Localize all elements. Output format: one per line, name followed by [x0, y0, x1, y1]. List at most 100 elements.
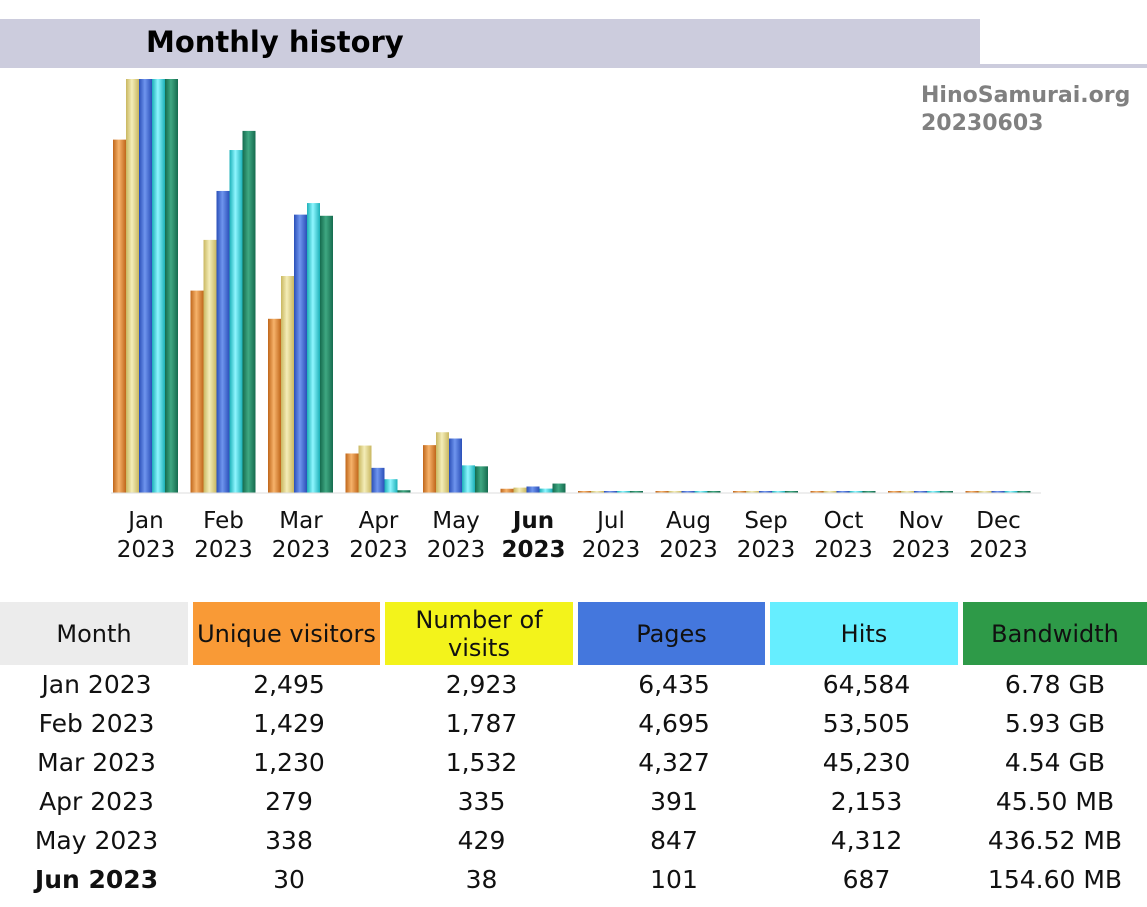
visits-column-header: Number of visits	[385, 602, 578, 665]
bandwidth-bar	[475, 466, 488, 493]
row-pages: 101	[650, 865, 698, 894]
header-divider	[0, 64, 1147, 68]
pages-bar	[449, 438, 462, 493]
visits-bar	[281, 276, 294, 493]
row-month: May 2023	[34, 826, 159, 855]
pages-bar	[294, 214, 307, 493]
hits-bar	[307, 203, 320, 494]
row-month: Jan 2023	[41, 670, 152, 699]
unique-visitors-bar	[733, 491, 746, 493]
table-row: May 2023 338 429 847 4,312 436.52 MB	[0, 821, 1147, 860]
visits-bar	[746, 491, 759, 493]
unique-visitors-bar	[578, 491, 591, 493]
month-tick-label: Jun 2023	[501, 508, 565, 563]
visits-bar	[823, 491, 837, 493]
row-bandwidth: 4.54 GB	[1004, 748, 1106, 777]
table-row: Feb 2023 1,429 1,787 4,695 53,505 5.93 G…	[0, 704, 1147, 743]
visits-bar	[513, 487, 527, 493]
pages-bar	[836, 491, 850, 493]
row-month: Apr 2023	[39, 787, 154, 816]
row-visits: 1,532	[445, 748, 518, 777]
bandwidth-bar	[707, 491, 721, 493]
pages-bar	[991, 491, 1005, 493]
month-tick-label: Sep 2023	[737, 508, 796, 563]
row-hits: 64,584	[822, 670, 911, 699]
bandwidth-bar	[785, 491, 798, 493]
monthly-stats-table: Month Unique visitors Number of visits P…	[0, 602, 1147, 899]
bandwidth-bar	[242, 130, 256, 493]
row-unique-visitors: 1,429	[253, 709, 325, 738]
row-bandwidth: 436.52 MB	[987, 826, 1123, 855]
unique-visitors-bar	[268, 318, 281, 493]
row-pages: 391	[650, 787, 698, 816]
month-tick-label: Oct 2023	[814, 508, 873, 563]
bandwidth-bar	[940, 491, 953, 493]
table-row: Jun 2023 30 38 101 687 154.60 MB	[0, 860, 1147, 899]
unique-visitors-bar	[655, 491, 669, 493]
month-tick-label: May 2023	[427, 508, 486, 563]
bandwidth-bar	[630, 491, 643, 493]
bandwidth-bar	[552, 483, 566, 493]
row-visits: 1,787	[445, 709, 518, 738]
pages-bar	[216, 190, 230, 493]
hits-bar	[849, 491, 863, 493]
row-hits: 4,312	[830, 826, 903, 855]
pages-bar	[759, 491, 772, 493]
row-unique-visitors: 2,495	[253, 670, 325, 699]
row-bandwidth: 5.93 GB	[1004, 709, 1106, 738]
month-tick-label: Apr 2023	[349, 508, 408, 563]
pages-bar	[371, 467, 385, 493]
visits-bar	[203, 239, 217, 493]
month-tick-label: Mar 2023	[272, 508, 331, 563]
row-month: Mar 2023	[37, 748, 156, 777]
row-pages: 4,695	[638, 709, 710, 738]
unique-visitors-bar	[888, 491, 901, 493]
visits-bar	[358, 445, 372, 493]
row-pages: 4,327	[638, 748, 710, 777]
row-unique-visitors: 30	[273, 865, 305, 894]
month-column-header: Month	[0, 602, 193, 665]
row-visits: 429	[457, 826, 506, 855]
pages-bar	[139, 79, 152, 493]
row-bandwidth: 6.78 GB	[1004, 670, 1106, 699]
row-hits: 2,153	[830, 787, 903, 816]
table-row: Mar 2023 1,230 1,532 4,327 45,230 4.54 G…	[0, 743, 1147, 782]
row-hits: 687	[842, 865, 891, 894]
table-header-row: Month Unique visitors Number of visits P…	[0, 602, 1147, 665]
unique-visitors-bar	[190, 290, 204, 493]
bandwidth-bar	[1017, 491, 1031, 493]
month-tick-label: Feb 2023	[194, 508, 253, 563]
site-stamp: HinoSamurai.org 20230603	[921, 82, 1130, 138]
row-visits: 38	[465, 865, 498, 894]
section-title: Monthly history	[146, 25, 404, 59]
month-tick-label: Dec 2023	[969, 508, 1028, 563]
row-unique-visitors: 338	[265, 826, 313, 855]
pages-bar	[681, 491, 695, 493]
row-visits: 335	[457, 787, 506, 816]
hits-bar	[772, 491, 785, 493]
pages-bar	[604, 491, 617, 493]
visits-bar	[668, 491, 682, 493]
hits-bar	[617, 491, 630, 493]
month-tick-label: Jul 2023	[582, 508, 641, 563]
row-bandwidth: 45.50 MB	[995, 787, 1115, 816]
hits-column-header: Hits	[770, 602, 963, 665]
table-row: Jan 2023 2,495 2,923 6,435 64,584 6.78 G…	[0, 665, 1147, 704]
unique-visitors-bar	[810, 491, 824, 493]
unique-visitors-bar	[113, 139, 126, 493]
row-unique-visitors: 279	[265, 787, 313, 816]
hits-bar	[462, 465, 475, 493]
unique-visitors-bar	[500, 488, 514, 493]
table-row: Apr 2023 279 335 391 2,153 45.50 MB	[0, 782, 1147, 821]
pages-bar	[914, 491, 927, 493]
bandwidth-column-header: Bandwidth	[963, 602, 1147, 665]
hits-bar	[384, 479, 398, 493]
site-name: HinoSamurai.org	[921, 83, 1131, 108]
visits-bar	[978, 491, 992, 493]
unique-visitors-column-header: Unique visitors	[193, 602, 385, 665]
row-unique-visitors: 1,230	[253, 748, 325, 777]
row-month: Feb 2023	[38, 709, 155, 738]
pages-bar	[526, 486, 540, 493]
row-month: Jun 2023	[34, 865, 159, 894]
month-tick-label: Nov 2023	[892, 508, 951, 563]
